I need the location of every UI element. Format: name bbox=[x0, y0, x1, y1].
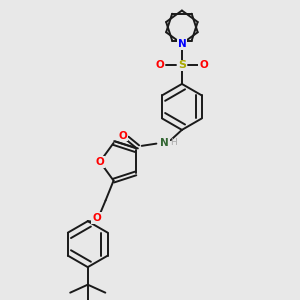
Text: O: O bbox=[156, 60, 165, 70]
Text: O: O bbox=[92, 213, 101, 223]
Text: N: N bbox=[160, 138, 169, 148]
Text: O: O bbox=[118, 130, 127, 141]
Text: N: N bbox=[178, 39, 186, 49]
Text: S: S bbox=[178, 60, 186, 70]
Text: H: H bbox=[170, 138, 177, 147]
Text: O: O bbox=[95, 157, 104, 167]
Text: O: O bbox=[199, 60, 208, 70]
